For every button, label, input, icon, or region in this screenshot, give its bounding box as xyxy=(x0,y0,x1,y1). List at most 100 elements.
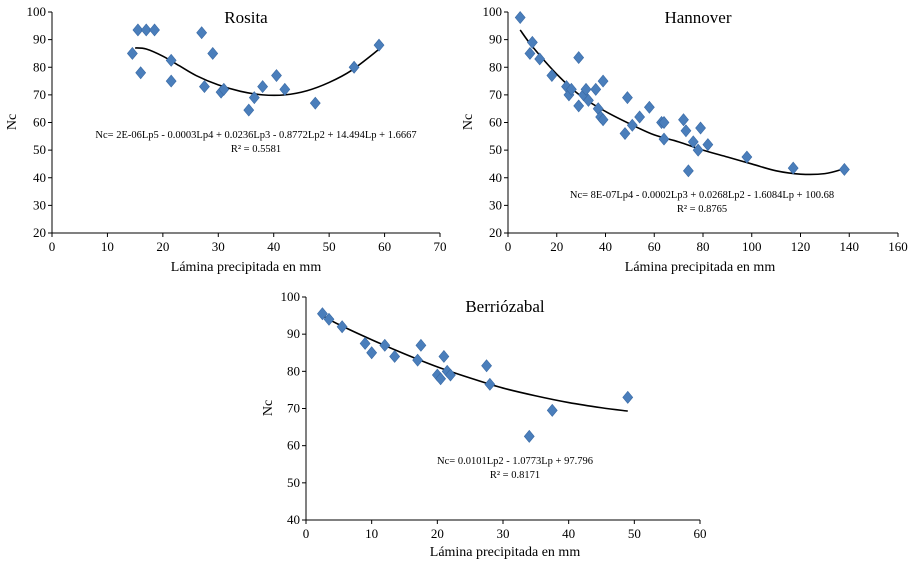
hannover-data-point xyxy=(702,138,714,152)
berriozabal-y-tick-label: 100 xyxy=(281,289,301,304)
rosita-y-tick-label: 30 xyxy=(33,197,46,212)
hannover-x-tick-label: 140 xyxy=(840,239,860,254)
berriozabal-data-point xyxy=(359,336,371,350)
rosita-x-tick-label: 0 xyxy=(49,239,56,254)
hannover-data-point xyxy=(573,51,585,65)
rosita-y-axis-label: Nc xyxy=(5,114,20,130)
berriozabal-y-axis-label: Nc xyxy=(261,400,276,416)
berriozabal-x-tick-label: 40 xyxy=(562,526,575,541)
hannover-y-tick-label: 30 xyxy=(489,197,502,212)
berriozabal-y-tick-label: 80 xyxy=(287,363,300,378)
hannover-data-point xyxy=(514,11,526,24)
hannover-data-point xyxy=(622,91,633,105)
rosita-x-tick-label: 10 xyxy=(101,239,114,254)
hannover-data-point xyxy=(534,52,546,66)
berriozabal-data-point xyxy=(323,312,335,326)
hannover-data-point xyxy=(838,162,850,176)
hannover-x-tick-label: 120 xyxy=(791,239,811,254)
berriozabal-data-point xyxy=(379,338,391,352)
berriozabal-y-tick-label: 70 xyxy=(287,401,300,416)
berriozabal-data-point xyxy=(435,372,447,386)
hannover-data-point xyxy=(682,164,694,178)
rosita-y-tick-label: 60 xyxy=(33,115,46,130)
berriozabal-data-point xyxy=(336,320,348,334)
berriozabal-data-point xyxy=(445,368,456,382)
hannover-data-point xyxy=(573,99,585,113)
hannover-x-axis-label: Lámina precipitada en mm xyxy=(625,260,776,275)
berriozabal-data-point xyxy=(622,390,634,404)
rosita-data-point xyxy=(196,26,208,40)
chart-rosita: 20 30 40 50 60 70 80 90 100 0 10 20 30 40 50 60 70 Rosita… xyxy=(5,4,447,275)
hannover-data-point xyxy=(526,35,538,49)
rosita-chart-title: Rosita xyxy=(224,8,268,27)
hannover-data-point xyxy=(597,113,609,127)
hannover-data-point xyxy=(658,116,670,129)
hannover-data-point xyxy=(643,100,655,114)
rosita-data-point xyxy=(135,66,147,80)
berriozabal-data-point xyxy=(317,307,328,321)
hannover-y-tick-label: 100 xyxy=(483,4,503,19)
rosita-y-tick-label: 20 xyxy=(33,225,46,240)
rosita-data-point xyxy=(248,91,260,105)
berriozabal-data-point xyxy=(481,359,492,373)
hannover-y-tick-label: 50 xyxy=(489,142,502,157)
hannover-x-tick-label: 100 xyxy=(742,239,762,254)
berriozabal-data-point xyxy=(415,338,427,352)
hannover-y-tick-label: 40 xyxy=(489,170,502,185)
hannover-y-tick-label: 60 xyxy=(489,115,502,130)
hannover-trendline xyxy=(519,29,845,176)
hannover-data-point xyxy=(619,127,631,141)
berriozabal-y-tick-label: 40 xyxy=(287,512,300,527)
rosita-data-point xyxy=(373,38,385,52)
rosita-y-tick-label: 90 xyxy=(33,32,46,47)
rosita-x-tick-label: 70 xyxy=(434,239,447,254)
hannover-data-point xyxy=(680,124,692,138)
berriozabal-data-point xyxy=(484,377,496,391)
rosita-x-tick-label: 20 xyxy=(156,239,169,254)
berriozabal-data-point xyxy=(546,403,558,417)
rosita-data-point xyxy=(207,46,219,60)
rosita-data-point xyxy=(257,80,269,94)
berriozabal-y-tick-label: 50 xyxy=(287,475,300,490)
rosita-x-axis-label: Lámina precipitada en mm xyxy=(171,260,322,275)
hannover-y-tick-label: 20 xyxy=(489,225,502,240)
berriozabal-x-tick-label: 30 xyxy=(497,526,510,541)
hannover-y-tick-label: 90 xyxy=(489,32,502,47)
berriozabal-data-point xyxy=(523,429,535,443)
berriozabal-y-tick-label: 60 xyxy=(287,438,300,453)
hannover-data-point xyxy=(741,150,753,164)
rosita-y-tick-label: 40 xyxy=(33,170,46,185)
hannover-chart-title: Hannover xyxy=(664,8,731,27)
hannover-x-tick-label: 40 xyxy=(599,239,612,254)
berriozabal-data-point xyxy=(438,349,450,363)
berriozabal-x-axis-label: Lámina precipitada en mm xyxy=(430,545,581,560)
rosita-data-point xyxy=(348,60,360,74)
rosita-data-point xyxy=(140,23,152,37)
hannover-data-point xyxy=(658,132,670,146)
hannover-data-point xyxy=(546,69,558,83)
rosita-data-point xyxy=(199,80,210,94)
hannover-x-tick-label: 0 xyxy=(505,239,512,254)
berriozabal-x-tick-label: 20 xyxy=(431,526,444,541)
berriozabal-x-tick-label: 60 xyxy=(694,526,707,541)
hannover-y-axis-label: Nc xyxy=(461,114,476,130)
berriozabal-r-squared: R² = 0.8171 xyxy=(490,470,540,481)
hannover-data-point xyxy=(565,82,577,96)
berriozabal-data-point xyxy=(389,349,401,363)
hannover-x-tick-label: 160 xyxy=(888,239,908,254)
hannover-data-point xyxy=(524,46,536,60)
rosita-data-point xyxy=(271,69,282,83)
rosita-data-point xyxy=(165,53,177,67)
hannover-data-point xyxy=(687,135,699,149)
rosita-trendline xyxy=(135,47,380,97)
rosita-x-tick-label: 60 xyxy=(378,239,391,254)
hannover-data-point xyxy=(678,113,689,127)
rosita-y-tick-label: 70 xyxy=(33,87,46,102)
hannover-y-tick-label: 80 xyxy=(489,59,502,74)
rosita-data-point xyxy=(309,96,321,110)
rosita-data-point xyxy=(126,46,138,60)
hannover-equation: Nc= 8E-07Lp4 - 0.0002Lp3 + 0.0268Lp2 - 1… xyxy=(570,190,834,201)
berriozabal-equation: Nc= 0.0101Lp2 - 1.0773Lp + 97.796 xyxy=(437,456,593,467)
